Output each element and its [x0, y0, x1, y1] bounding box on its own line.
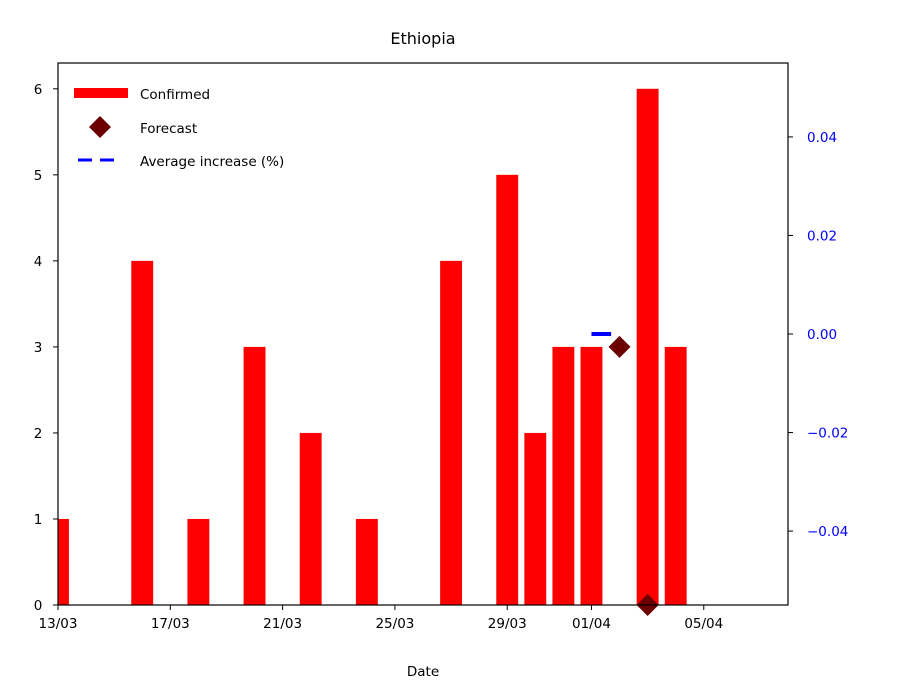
x-tick-label: 29/03	[488, 616, 527, 632]
chart-title: Ethiopia	[390, 29, 455, 48]
bar-18-03	[187, 518, 210, 605]
y-tick-label: 5	[34, 168, 43, 184]
bar-27-03	[440, 260, 463, 605]
bar-03-04	[636, 88, 659, 606]
bar-20-03	[243, 346, 266, 605]
legend: Confirmed Forecast Average increase (%)	[74, 87, 284, 170]
forecast-marker-02-04	[608, 335, 631, 358]
y-tick-label: 1	[34, 512, 43, 528]
legend-swatch-confirmed	[74, 88, 128, 98]
y-axis-left: 0 1 2 3 4 5 6	[34, 82, 58, 614]
bar-30-03	[524, 432, 547, 605]
y-tick-label: 6	[34, 82, 43, 98]
y2-tick-label: 0.04	[807, 130, 837, 146]
bar-16-03	[131, 260, 154, 605]
bar-13-03	[58, 518, 69, 605]
y-axis-right: −0.04 −0.02 0.00 0.02 0.04	[788, 130, 848, 540]
legend-label-confirmed: Confirmed	[140, 87, 210, 103]
y2-tick-label: −0.02	[807, 426, 848, 442]
y2-tick-label: 0.02	[807, 228, 837, 244]
x-axis-label: Date	[407, 664, 439, 680]
legend-label-forecast: Forecast	[140, 121, 197, 137]
x-tick-label: 25/03	[375, 616, 414, 632]
bar-31-03	[552, 346, 575, 605]
bar-29-03	[496, 174, 519, 606]
legend-swatch-forecast	[89, 116, 111, 138]
bar-22-03	[299, 432, 322, 605]
x-tick-label: 05/04	[684, 616, 723, 632]
y-tick-label: 0	[34, 598, 43, 614]
y-tick-label: 4	[34, 254, 43, 270]
x-axis: 13/03 17/03 21/03 25/03 29/03 01/04 05/04	[39, 605, 723, 632]
legend-label-average-increase: Average increase (%)	[140, 154, 284, 170]
bar-24-03	[355, 518, 378, 605]
y2-tick-label: 0.00	[807, 327, 837, 343]
bar-04-04	[664, 346, 687, 605]
y-tick-label: 2	[34, 426, 43, 442]
y-tick-label: 3	[34, 340, 43, 356]
x-tick-label: 21/03	[263, 616, 302, 632]
x-tick-label: 17/03	[151, 616, 190, 632]
x-tick-label: 13/03	[39, 616, 78, 632]
x-tick-label: 01/04	[572, 616, 611, 632]
bars-layer	[58, 88, 687, 606]
y2-tick-label: −0.04	[807, 524, 848, 540]
bar-01-04	[580, 346, 603, 605]
